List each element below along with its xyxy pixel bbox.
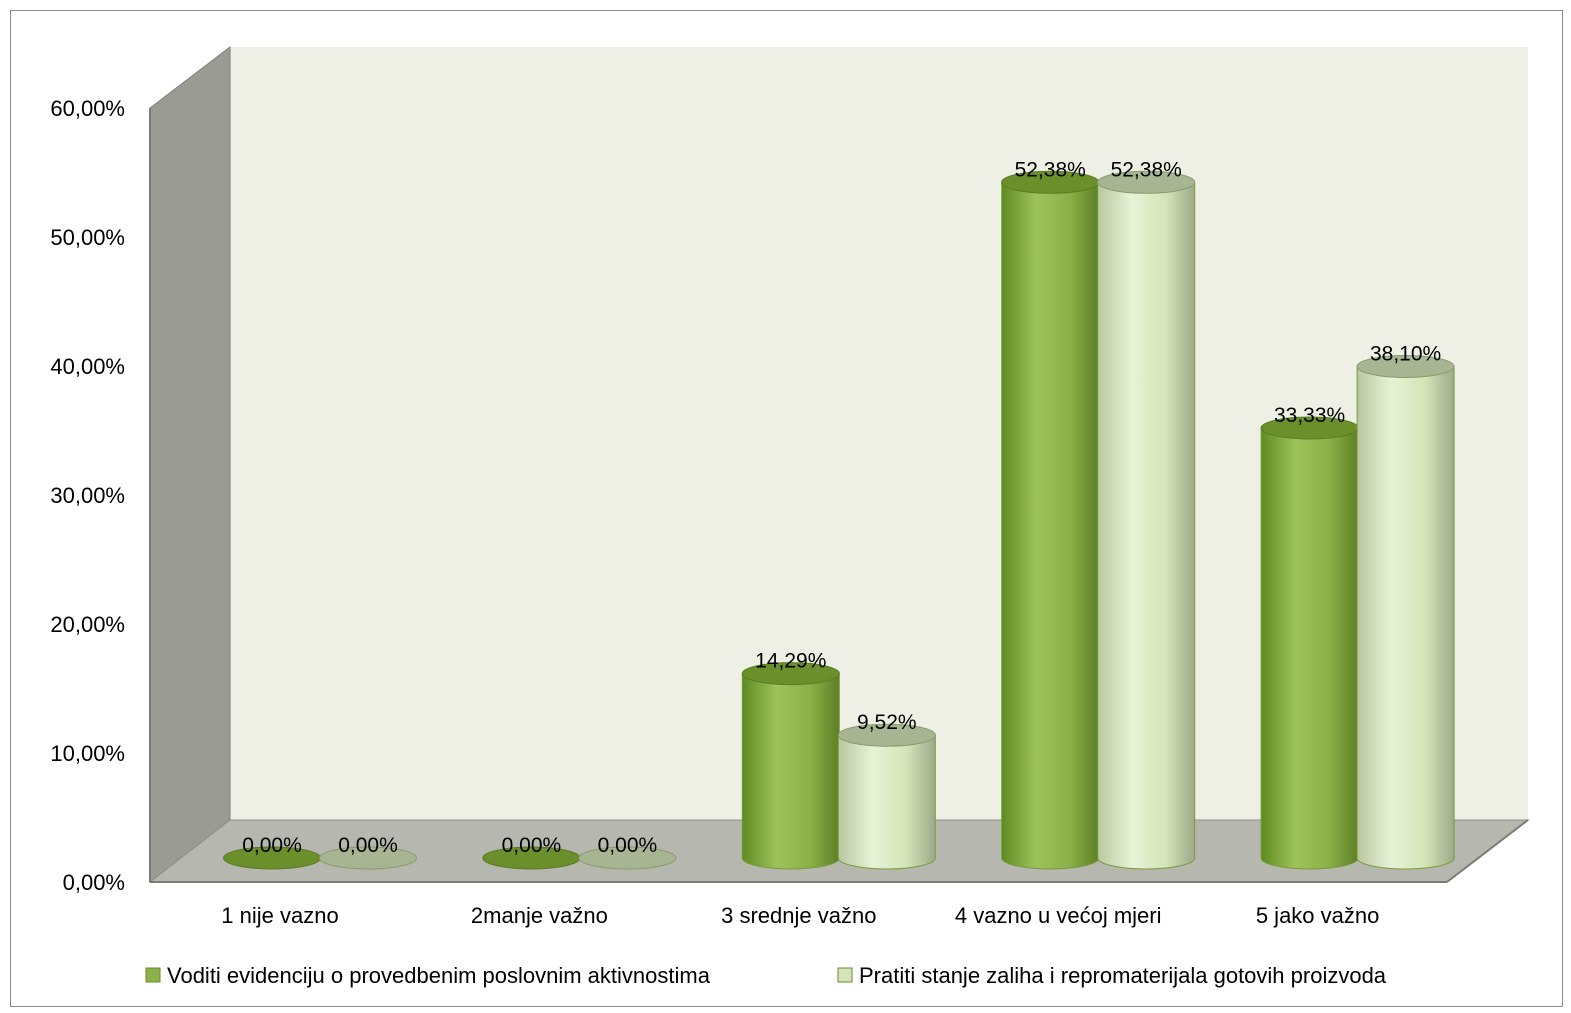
bar-top xyxy=(578,846,677,870)
bar-body xyxy=(741,673,840,870)
bar-body xyxy=(837,734,936,870)
data-label: 0,00% xyxy=(598,834,658,857)
x-category-label: 3 srednje važno xyxy=(721,903,876,928)
legend-label: Voditi evidenciju o provedbenim poslovni… xyxy=(167,963,711,988)
y-tick-label: 0,00% xyxy=(63,870,125,895)
data-label: 52,38% xyxy=(1111,158,1182,181)
y-tick-label: 50,00% xyxy=(50,225,125,250)
data-label: 52,38% xyxy=(1015,158,1086,181)
legend-swatch xyxy=(145,967,161,983)
y-tick-label: 40,00% xyxy=(50,354,125,379)
data-label: 14,29% xyxy=(755,650,826,673)
y-tick-label: 10,00% xyxy=(50,741,125,766)
legend-label: Pratiti stanje zaliha i repromaterijala … xyxy=(859,963,1387,988)
bar-top xyxy=(741,662,840,686)
y-tick-label: 60,00% xyxy=(50,96,125,121)
data-label: 38,10% xyxy=(1370,343,1441,366)
bar-top xyxy=(837,723,936,747)
legend-swatch xyxy=(837,967,853,983)
side-wall xyxy=(149,45,231,884)
data-label: 0,00% xyxy=(338,834,398,857)
bar-body xyxy=(1001,181,1100,870)
bar-top xyxy=(1356,355,1455,379)
y-tick-label: 30,00% xyxy=(50,483,125,508)
x-category-label: 5 jako važno xyxy=(1256,903,1380,928)
data-label: 33,33% xyxy=(1274,404,1345,427)
y-tick-label: 20,00% xyxy=(50,612,125,637)
bar-body xyxy=(1356,366,1455,870)
bar-top xyxy=(319,846,417,870)
data-label: 9,52% xyxy=(857,711,917,734)
x-category-label: 4 vazno u većoj mjeri xyxy=(955,903,1162,928)
data-label: 0,00% xyxy=(242,834,302,857)
x-category-label: 2manje važno xyxy=(471,903,608,928)
bar-top xyxy=(1097,170,1196,194)
data-label: 0,00% xyxy=(502,834,562,857)
bar-body xyxy=(1097,181,1196,870)
floor-side-edge xyxy=(1446,819,1529,883)
x-category-label: 1 nije vazno xyxy=(221,903,338,928)
bar-body xyxy=(1260,427,1359,870)
